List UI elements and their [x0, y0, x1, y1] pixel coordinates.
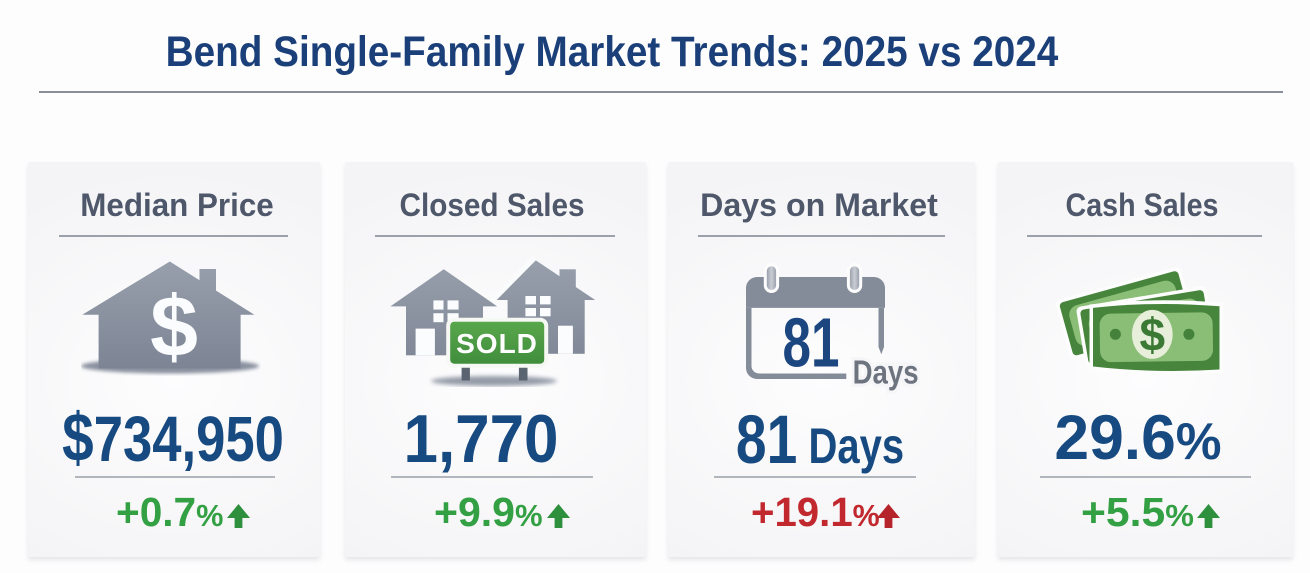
svg-text:81: 81	[783, 303, 840, 381]
svg-text:$: $	[150, 279, 198, 375]
svg-text:$: $	[1140, 309, 1166, 361]
svg-text:Days: Days	[853, 354, 919, 391]
svg-text:SOLD: SOLD	[456, 328, 538, 359]
